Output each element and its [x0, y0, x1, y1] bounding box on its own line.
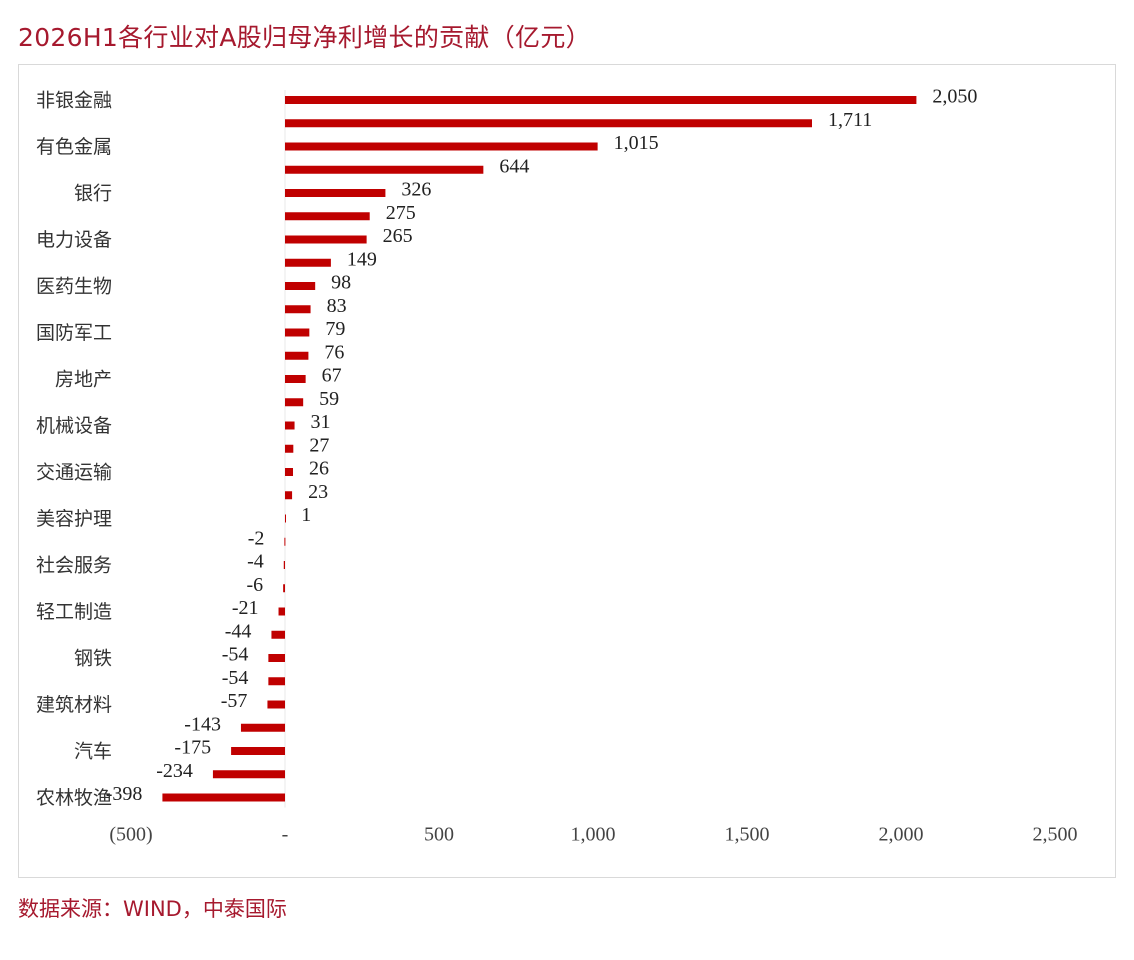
- bar-28: [231, 747, 285, 755]
- x-tick-label-2: 500: [424, 824, 454, 846]
- category-label-14: 汽车: [74, 741, 112, 763]
- x-tick-label-4: 1,500: [725, 824, 770, 846]
- data-label-30: -398: [106, 783, 143, 805]
- category-label-9: 美容护理: [36, 508, 112, 530]
- data-label-3: 644: [499, 155, 529, 177]
- bar-4: [285, 189, 386, 197]
- x-tick-label-3: 1,000: [571, 824, 616, 846]
- bar-27: [240, 723, 285, 732]
- bar-25: [268, 677, 285, 686]
- data-label-12: 67: [322, 365, 342, 387]
- data-label-13: 59: [319, 388, 339, 410]
- bar-5: [285, 212, 370, 221]
- bar-23: [271, 630, 285, 639]
- data-label-28: -175: [174, 737, 211, 759]
- data-label-1: 1,711: [828, 109, 872, 131]
- data-label-7: 149: [347, 248, 377, 270]
- x-tick-label-5: 2,000: [879, 824, 924, 846]
- category-label-11: 轻工制造: [36, 601, 112, 623]
- bar-24: [268, 654, 285, 662]
- category-label-6: 房地产: [55, 369, 112, 391]
- bar-16: [285, 468, 294, 476]
- category-label-5: 国防军工: [36, 322, 112, 344]
- category-label-0: 非银金融: [36, 90, 112, 112]
- data-label-20: -4: [247, 551, 264, 573]
- bar-18: [285, 514, 286, 523]
- x-tick-label-1: -: [282, 824, 289, 846]
- data-label-19: -2: [248, 527, 265, 549]
- bar-9: [285, 305, 311, 314]
- category-label-10: 社会服务: [36, 555, 112, 577]
- category-label-1: 有色金属: [36, 136, 112, 158]
- data-label-24: -54: [222, 644, 249, 666]
- chart-title: 2026H1各行业对A股归母净利增长的贡献（亿元）: [18, 23, 591, 52]
- bar-26: [267, 700, 285, 709]
- category-label-12: 钢铁: [74, 648, 112, 670]
- bar-14: [285, 421, 295, 430]
- data-label-2: 1,015: [614, 132, 659, 154]
- x-tick-label-0: (500): [109, 824, 152, 846]
- data-label-16: 26: [309, 458, 329, 480]
- bar-8: [285, 282, 316, 290]
- data-label-26: -57: [221, 690, 248, 712]
- bar-19: [284, 537, 286, 546]
- category-label-2: 银行: [74, 183, 112, 205]
- bar-20: [283, 561, 285, 569]
- data-label-10: 79: [325, 318, 345, 340]
- category-label-7: 机械设备: [36, 415, 112, 437]
- category-label-8: 交通运输: [36, 462, 112, 484]
- data-label-9: 83: [327, 295, 347, 317]
- bar-11: [285, 351, 309, 360]
- category-label-15: 农林牧渔: [36, 787, 112, 809]
- data-label-6: 265: [383, 225, 413, 247]
- data-label-5: 275: [386, 202, 416, 224]
- category-label-13: 建筑材料: [36, 694, 112, 716]
- bar-2: [285, 142, 598, 151]
- bar-21: [283, 584, 285, 593]
- bar-30: [162, 793, 285, 802]
- category-label-4: 医药生物: [36, 276, 112, 298]
- data-label-8: 98: [331, 272, 351, 294]
- source-note: 数据来源：WIND，中泰国际: [18, 897, 287, 921]
- bar-13: [285, 398, 304, 407]
- chart-frame: [18, 64, 1116, 878]
- data-label-29: -234: [156, 760, 193, 782]
- bar-17: [285, 491, 293, 500]
- data-label-25: -54: [222, 667, 249, 689]
- bar-7: [285, 258, 331, 267]
- data-label-0: 2,050: [932, 86, 977, 108]
- bar-15: [285, 444, 294, 453]
- data-label-27: -143: [184, 713, 221, 735]
- category-label-3: 电力设备: [36, 229, 112, 251]
- x-tick-label-6: 2,500: [1033, 824, 1078, 846]
- data-label-14: 31: [311, 411, 331, 433]
- bar-6: [285, 235, 367, 244]
- bar-12: [285, 375, 306, 383]
- bar-22: [278, 607, 285, 616]
- bar-10: [285, 328, 310, 337]
- data-label-22: -21: [232, 597, 259, 619]
- bar-1: [285, 119, 812, 128]
- data-label-4: 326: [401, 179, 431, 201]
- bar-3: [285, 165, 484, 174]
- data-label-23: -44: [225, 620, 252, 642]
- data-label-17: 23: [308, 481, 328, 503]
- data-label-15: 27: [309, 434, 329, 456]
- data-label-21: -6: [246, 574, 263, 596]
- data-label-18: 1: [301, 504, 311, 526]
- bar-29: [212, 770, 285, 779]
- data-label-11: 76: [324, 341, 344, 363]
- bar-0: [285, 96, 917, 104]
